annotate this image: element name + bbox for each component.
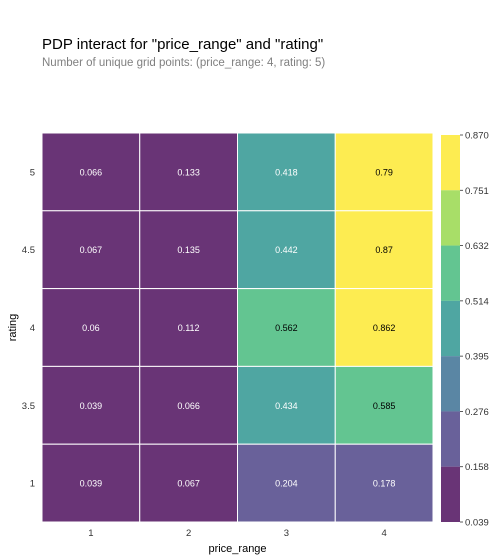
x-axis-label: price_range	[208, 543, 266, 555]
colorbar-segment	[441, 246, 460, 301]
cell-value-label: 0.067	[80, 245, 103, 255]
cell-value-label: 0.067	[177, 479, 200, 489]
cell-value-label: 0.135	[177, 245, 200, 255]
colorbar-tick-label: 0.870	[465, 131, 489, 142]
cell-value-label: 0.06	[82, 323, 100, 333]
colorbar: 0.870 0.751 0.632 0.514 0.395 0.276 0.158 0.039	[441, 131, 489, 529]
colorbar-segment	[441, 190, 460, 245]
cell-value-label: 0.862	[373, 323, 396, 333]
cell-value-label: 0.133	[177, 167, 200, 177]
cell-value-label: 0.418	[275, 167, 298, 177]
colorbar-tick-label: 0.395	[465, 352, 489, 363]
colorbar-tick-label: 0.039	[465, 518, 489, 529]
colorbar-tick-label: 0.158	[465, 462, 489, 473]
y-tick-label: 4.5	[22, 245, 35, 256]
colorbar-tick-label: 0.276	[465, 407, 489, 418]
cell-value-label: 0.112	[178, 323, 200, 333]
cell-value-label: 0.585	[373, 401, 396, 411]
x-tick-label: 1	[88, 528, 93, 539]
cell-value-label: 0.039	[80, 479, 103, 489]
colorbar-tick-label: 0.751	[465, 186, 489, 197]
colorbar-tick-label: 0.514	[465, 296, 489, 307]
colorbar-segment	[441, 411, 460, 466]
cell-value-label: 0.204	[275, 479, 298, 489]
colorbar-segment	[441, 301, 460, 356]
y-tick-label: 3.5	[22, 401, 35, 412]
cell-value-label: 0.79	[375, 167, 393, 177]
x-tick-label: 2	[186, 528, 191, 539]
colorbar-segment	[441, 467, 460, 522]
x-tick-label: 4	[381, 528, 386, 539]
cell-value-label: 0.066	[80, 167, 103, 177]
cell-value-label: 0.039	[80, 401, 103, 411]
y-tick-label: 4	[30, 323, 35, 334]
x-tick-label: 3	[284, 528, 289, 539]
colorbar-segment	[441, 356, 460, 411]
colorbar-tick-label: 0.632	[465, 241, 489, 252]
cell-value-label: 0.562	[275, 323, 298, 333]
y-tick-label: 1	[30, 479, 35, 490]
cell-value-label: 0.442	[275, 245, 298, 255]
cell-value-label: 0.87	[375, 245, 393, 255]
cell-value-label: 0.434	[275, 401, 298, 411]
cell-value-label: 0.066	[177, 401, 200, 411]
colorbar-segment	[441, 135, 460, 190]
cell-value-label: 0.178	[373, 479, 396, 489]
y-tick-label: 5	[30, 167, 35, 178]
y-axis-label: rating	[7, 314, 19, 342]
